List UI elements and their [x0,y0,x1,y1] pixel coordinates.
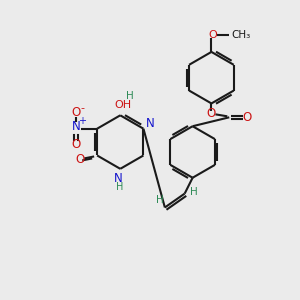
Text: H: H [156,194,164,205]
Text: H: H [190,187,197,196]
Text: O: O [242,111,252,124]
Text: N: N [114,172,123,185]
Text: O: O [208,30,217,40]
Text: OH: OH [115,100,132,110]
Text: H: H [126,91,134,100]
Text: +: + [78,116,86,126]
Text: N: N [72,120,81,133]
Text: CH₃: CH₃ [231,30,250,40]
Text: -: - [80,103,84,113]
Text: O: O [72,138,81,151]
Text: H: H [116,182,123,192]
Text: N: N [146,117,155,130]
Text: O: O [207,107,216,120]
Text: O: O [72,106,81,119]
Text: O: O [76,153,85,166]
